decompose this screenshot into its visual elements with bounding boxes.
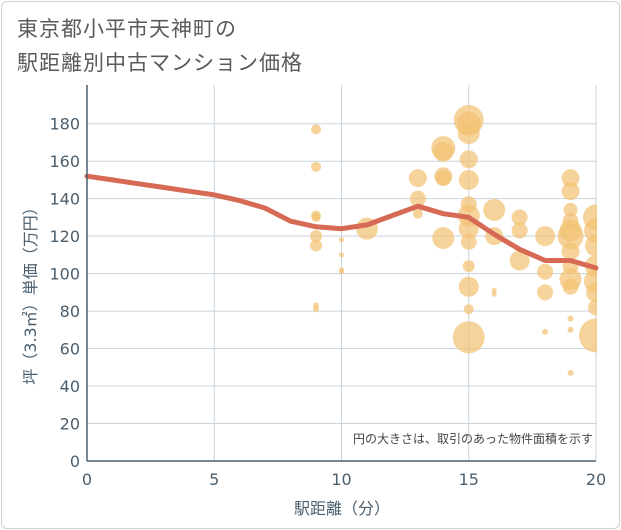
y-tick-label: 100 xyxy=(49,265,80,284)
data-bubble xyxy=(491,287,497,293)
data-bubble xyxy=(462,260,475,273)
data-bubble xyxy=(561,169,580,188)
data-bubble xyxy=(537,263,554,280)
data-bubble xyxy=(561,182,580,201)
data-bubble xyxy=(463,304,474,315)
data-bubble xyxy=(310,230,323,243)
chart-title-line-1: 東京都小平市天神町の xyxy=(17,17,237,41)
y-tick-label: 60 xyxy=(60,340,80,359)
data-bubble xyxy=(432,227,455,250)
data-bubble xyxy=(311,212,321,222)
y-tick-label: 140 xyxy=(49,190,80,209)
data-bubble xyxy=(458,276,479,297)
data-bubble xyxy=(412,208,423,219)
data-bubble xyxy=(311,161,322,172)
chart-title-line-2: 駅距離別中古マンション価格 xyxy=(17,51,303,75)
data-bubble xyxy=(460,233,477,250)
data-bubble xyxy=(561,242,580,261)
x-tick-label: 10 xyxy=(331,470,351,489)
trend-line xyxy=(84,173,599,271)
data-bubble xyxy=(567,315,574,322)
data-bubble xyxy=(452,321,485,354)
axes xyxy=(86,85,596,462)
y-tick-label: 180 xyxy=(49,115,80,134)
data-bubble xyxy=(579,318,597,353)
data-bubble xyxy=(563,202,578,217)
data-bubble xyxy=(491,291,497,297)
data-bubble xyxy=(557,223,584,250)
x-tick-label: 5 xyxy=(209,470,219,489)
data-bubble xyxy=(435,170,452,187)
data-bubble xyxy=(585,234,597,257)
y-axis-label: 坪（3.3㎡）単価（万円） xyxy=(21,199,40,384)
tick-labels: 0 5 10 15 20 0 20 40 60 80 100 120 140 160 180 xyxy=(49,115,606,489)
data-bubble xyxy=(310,239,323,252)
data-bubble xyxy=(433,141,454,162)
x-tick-label: 15 xyxy=(459,470,479,489)
bubble-layer xyxy=(310,104,597,376)
data-bubble xyxy=(509,250,530,271)
trend-layer xyxy=(84,173,599,271)
data-bubble xyxy=(537,284,554,301)
data-bubble xyxy=(339,269,344,275)
data-bubble xyxy=(459,150,478,169)
data-bubble xyxy=(339,252,344,258)
data-bubble xyxy=(562,278,579,295)
data-bubble xyxy=(588,299,597,316)
size-annotation: 円の大きさは、取引のあった物件面積を示す xyxy=(353,431,593,446)
x-axis-label: 駅距離（分） xyxy=(294,499,390,518)
data-bubble xyxy=(457,122,480,145)
chart-title: 東京都小平市天神町の 駅距離別中古マンション価格 xyxy=(17,12,303,80)
y-tick-label: 40 xyxy=(60,377,80,396)
data-bubble xyxy=(511,209,528,226)
data-bubble xyxy=(458,169,479,190)
y-tick-label: 120 xyxy=(49,227,80,246)
data-bubble xyxy=(567,326,574,333)
data-bubble xyxy=(339,237,344,243)
data-bubble xyxy=(409,190,426,207)
x-tick-label: 0 xyxy=(82,470,92,489)
y-tick-label: 80 xyxy=(60,302,80,321)
y-tick-label: 160 xyxy=(49,152,80,171)
x-tick-label: 20 xyxy=(586,470,606,489)
y-tick-label: 0 xyxy=(70,452,80,471)
data-bubble xyxy=(535,226,556,247)
data-bubble xyxy=(313,306,320,313)
data-bubble xyxy=(586,282,597,303)
data-bubble xyxy=(408,169,427,188)
data-bubble xyxy=(511,222,528,239)
data-bubble xyxy=(483,198,506,221)
data-bubble xyxy=(567,369,574,376)
data-bubble xyxy=(542,328,549,335)
data-bubble xyxy=(311,124,322,135)
y-tick-label: 20 xyxy=(60,415,80,434)
